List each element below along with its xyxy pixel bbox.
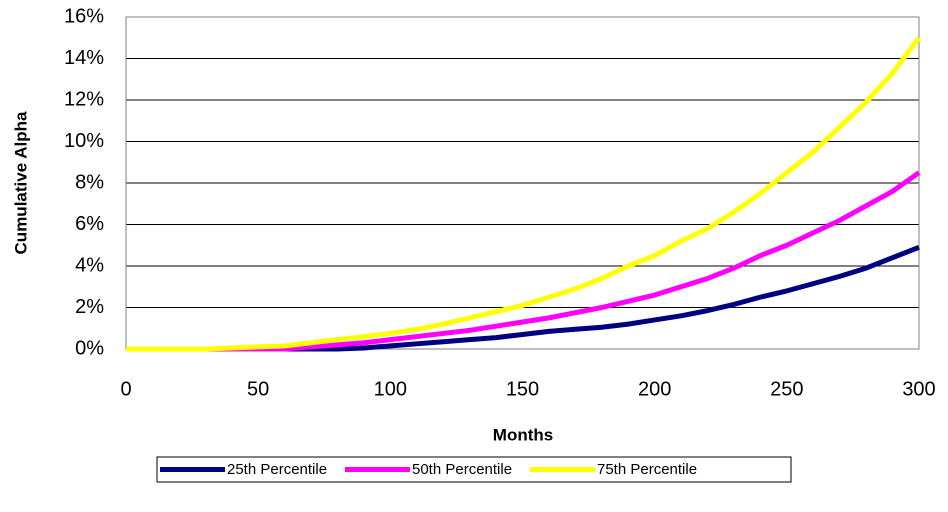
legend-label: 50th Percentile <box>412 461 512 478</box>
legend-label: 25th Percentile <box>227 461 327 478</box>
x-tick-label: 250 <box>770 378 803 400</box>
legend-label: 75th Percentile <box>597 461 697 478</box>
series-line <box>126 170 921 352</box>
x-tick-label: 300 <box>902 378 935 400</box>
y-tick-label: 10% <box>64 130 104 152</box>
x-tick-label: 50 <box>247 378 269 400</box>
x-tick-label: 0 <box>120 378 131 400</box>
y-axis-title: Cumulative Alpha <box>11 111 30 254</box>
series-line <box>126 36 922 352</box>
legend-box <box>156 456 792 483</box>
y-tick-label: 8% <box>75 171 104 193</box>
x-axis-title: Months <box>493 425 553 444</box>
y-tick-label: 4% <box>75 254 104 276</box>
series-line <box>126 244 920 352</box>
x-tick-label: 150 <box>506 378 539 400</box>
x-tick-label: 100 <box>374 378 407 400</box>
y-tick-label: 0% <box>75 337 104 359</box>
y-tick-label: 14% <box>64 47 104 69</box>
y-tick-label: 6% <box>75 213 104 235</box>
y-tick-label: 2% <box>75 296 104 318</box>
plot-border <box>125 16 920 350</box>
y-tick-label: 12% <box>64 88 104 110</box>
x-tick-label: 200 <box>638 378 671 400</box>
y-tick-label: 16% <box>64 5 104 27</box>
